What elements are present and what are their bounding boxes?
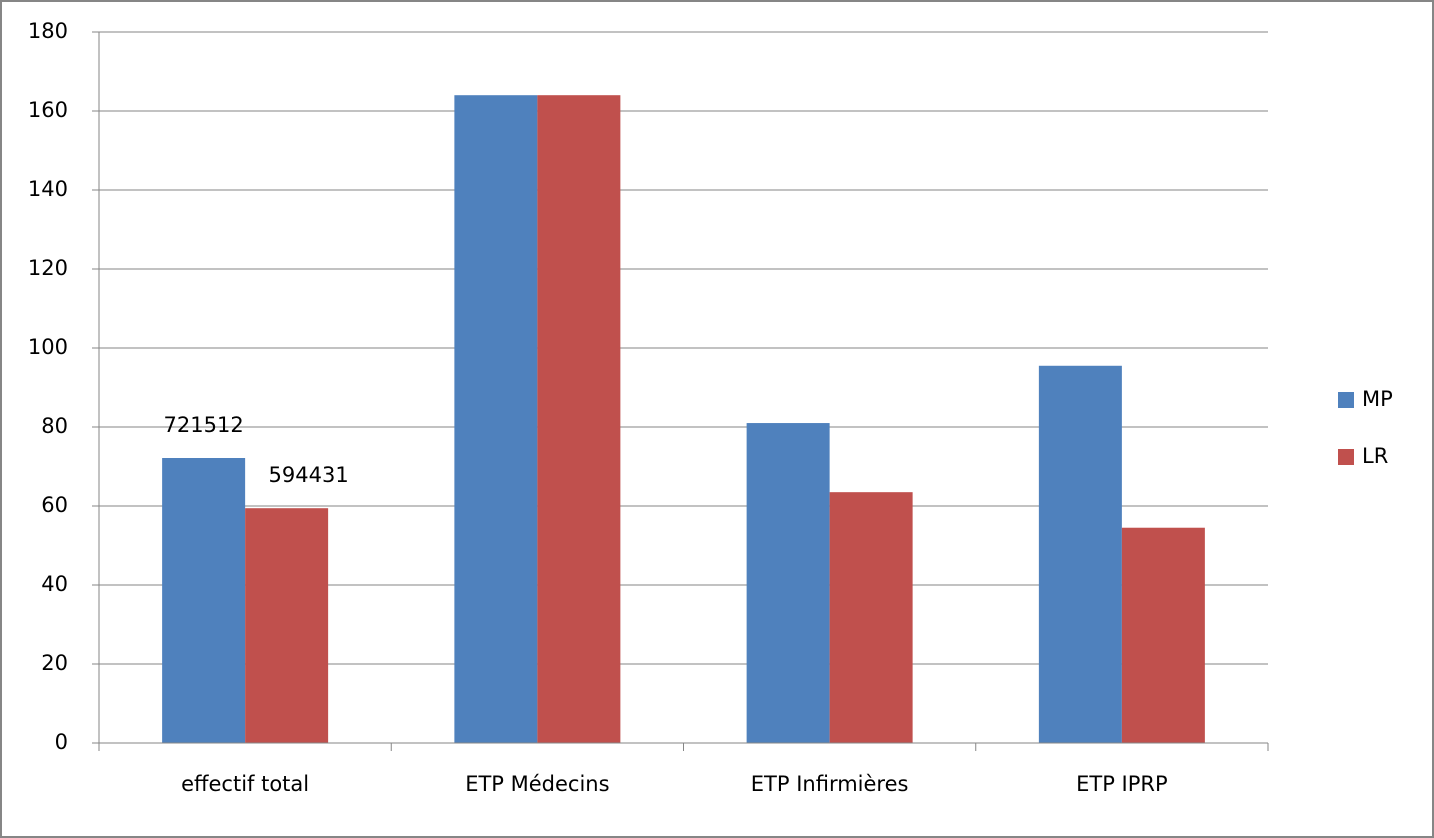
x-tick-label: ETP Médecins xyxy=(465,772,609,796)
x-tick-label: ETP IPRP xyxy=(1076,772,1168,796)
legend-swatch xyxy=(1338,392,1354,408)
data-label: 721512 xyxy=(164,413,244,437)
bar xyxy=(537,95,621,743)
bar xyxy=(162,458,246,743)
y-tick-label: 120 xyxy=(28,256,68,280)
x-tick-label: ETP Infirmières xyxy=(751,772,909,796)
y-tick-label: 100 xyxy=(28,335,68,359)
legend-label: MP xyxy=(1362,387,1393,411)
bar xyxy=(245,508,329,743)
y-tick-label: 20 xyxy=(41,651,68,675)
y-tick-label: 160 xyxy=(28,98,68,122)
bar xyxy=(454,95,538,743)
bar xyxy=(829,492,913,743)
data-label: 594431 xyxy=(269,463,349,487)
bar xyxy=(746,423,830,743)
legend-swatch xyxy=(1338,449,1354,465)
y-tick-label: 40 xyxy=(41,572,68,596)
bar xyxy=(1038,365,1122,743)
y-tick-label: 80 xyxy=(41,414,68,438)
y-tick-label: 0 xyxy=(55,730,68,754)
bar xyxy=(1121,527,1205,743)
legend-label: LR xyxy=(1362,444,1388,468)
y-tick-label: 180 xyxy=(28,19,68,43)
y-tick-label: 60 xyxy=(41,493,68,517)
y-tick-label: 140 xyxy=(28,177,68,201)
x-tick-label: effectif total xyxy=(181,772,309,796)
